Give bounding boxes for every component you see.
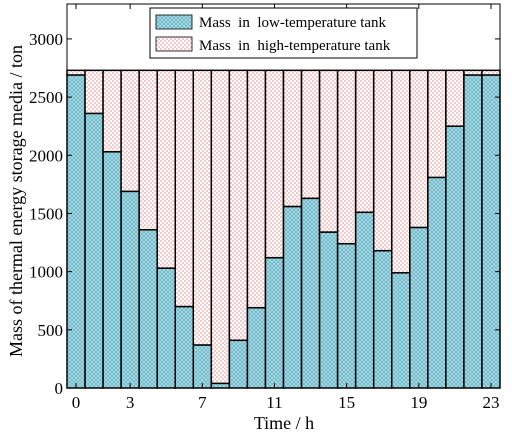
bar-low-temperature: [300, 197, 321, 389]
bar-low-temperature: [156, 267, 176, 389]
bar-low-temperature: [481, 74, 501, 389]
bar-low-temperature: [102, 151, 122, 389]
bar-high-temperature: [300, 69, 321, 200]
bar-high-temperature: [372, 69, 393, 252]
bar-high-temperature: [228, 69, 249, 342]
bar-high-temperature: [192, 69, 213, 346]
bar-high-temperature: [156, 69, 176, 269]
y-tick-label: 2500: [29, 88, 63, 107]
legend-label-high: Mass in high-temperature tank: [199, 38, 391, 54]
x-axis-label: Time / h: [254, 413, 314, 433]
bar-low-temperature: [282, 205, 303, 389]
bar-low-temperature: [66, 74, 86, 389]
bar-high-temperature: [264, 69, 285, 259]
x-tick-label: 0: [72, 393, 81, 412]
bar-high-temperature: [138, 69, 158, 231]
bar-low-temperature: [120, 190, 140, 389]
legend: Mass in low-temperature tank Mass in hig…: [149, 7, 418, 59]
bar-high-temperature: [282, 69, 303, 208]
x-tick-label: 19: [410, 393, 427, 412]
bar-low-temperature: [138, 228, 158, 389]
bar-high-temperature: [66, 69, 86, 76]
bar-low-temperature: [463, 74, 483, 389]
bar-high-temperature: [481, 69, 501, 76]
y-tick-label: 3000: [29, 30, 63, 49]
x-tick-label: 3: [126, 393, 135, 412]
bar-low-temperature: [228, 339, 249, 389]
bar-low-temperature: [354, 211, 375, 389]
axes-layer: 0 500 1000 1500 2000 2500 3000 0 3 7 11 15 19 23: [29, 3, 501, 412]
legend-box: [149, 7, 418, 59]
bars-layer: [66, 69, 501, 389]
bar-low-temperature: [427, 176, 447, 389]
bar-high-temperature: [84, 69, 104, 115]
bar-low-temperature: [336, 242, 357, 389]
legend-label-low: Mass in low-temperature tank: [199, 15, 387, 31]
bar-low-temperature: [192, 344, 213, 389]
y-tick-label: 0: [55, 379, 64, 398]
bar-high-temperature: [120, 69, 140, 193]
bar-low-temperature: [246, 306, 267, 389]
bar-high-temperature: [427, 69, 447, 179]
bar-high-temperature: [246, 69, 267, 309]
bar-low-temperature: [264, 256, 285, 389]
bar-high-temperature: [336, 69, 357, 245]
bar-low-temperature: [174, 305, 195, 389]
x-tick-label: 23: [482, 393, 499, 412]
bar-high-temperature: [354, 69, 375, 214]
y-axis-label: Mass of thermal energy storage media / t…: [6, 45, 26, 357]
legend-swatch-high: [155, 36, 193, 52]
bar-high-temperature: [318, 69, 339, 233]
y-tick-label: 1500: [29, 204, 63, 223]
x-tick-label: 11: [266, 393, 282, 412]
legend-swatch-low: [155, 14, 193, 30]
bar-low-temperature: [318, 231, 339, 389]
y-tick-label: 2000: [29, 146, 63, 165]
bar-high-temperature: [210, 69, 231, 385]
bar-high-temperature: [391, 69, 411, 274]
bar-high-temperature: [463, 69, 483, 76]
y-tick-label: 500: [38, 321, 64, 340]
bar-high-temperature: [409, 69, 429, 229]
x-tick-label: 7: [198, 393, 207, 412]
bar-low-temperature: [84, 112, 104, 389]
x-tick-label: 15: [338, 393, 355, 412]
bar-high-temperature: [445, 69, 465, 127]
bar-low-temperature: [409, 226, 429, 389]
axes-box: [66, 3, 501, 389]
bar-high-temperature: [102, 69, 122, 153]
bar-low-temperature: [445, 125, 465, 389]
bar-low-temperature: [372, 249, 393, 389]
y-tick-label: 1000: [29, 263, 63, 282]
bar-high-temperature: [174, 69, 195, 308]
bar-low-temperature: [391, 272, 411, 389]
